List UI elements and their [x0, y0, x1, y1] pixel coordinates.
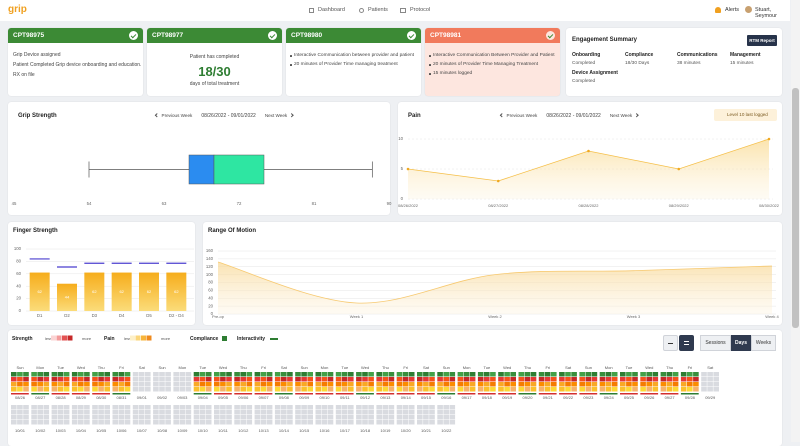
engagement-card: Engagement Summary RTM Report Onboarding… [566, 28, 782, 96]
date-range: 08/26/2022 - 09/01/2022 [201, 113, 256, 119]
prev-week[interactable]: Previous Week [506, 113, 538, 118]
card-header: CPT98980 [286, 28, 421, 43]
bullet: 20 minutes of Provider Time managing tre… [290, 62, 398, 67]
header: grip Dashboard Patients Protocol Alerts … [0, 0, 790, 21]
cpt-code: CPT98980 [291, 32, 323, 39]
grip-card: Grip Strength Previous Week 08/26/2022 - … [8, 102, 390, 215]
view-button[interactable]: Sessions [700, 335, 731, 351]
summary-label: Device Assignment [572, 70, 618, 76]
legend-more: more [82, 336, 92, 341]
cpt-card: CPT98981 Interactive Communication Betwe… [425, 28, 560, 96]
legend-title: Compliance [190, 336, 219, 342]
logo[interactable]: grip [8, 4, 27, 15]
legend-less: less [45, 336, 53, 341]
icon [400, 8, 406, 13]
summary-value: 15 minutes [730, 61, 754, 66]
card-title: Engagement Summary [572, 37, 638, 43]
nav-link[interactable]: Patients [368, 7, 388, 13]
status-icon [546, 31, 555, 40]
check-icon [268, 31, 277, 40]
user-name[interactable]: Stuart, Seymour [755, 7, 778, 19]
bell-icon [715, 7, 721, 13]
scrollbar[interactable] [791, 0, 800, 442]
cpt-code: CPT98975 [13, 32, 45, 39]
bullet: 15 minutes logged [428, 71, 473, 76]
summary-label: Communications [677, 52, 718, 58]
card-line: Patient Completed Grip device onboarding… [13, 62, 142, 68]
nav-link[interactable]: Dashboard [318, 7, 345, 13]
date-range: 08/26/2022 - 09/01/2022 [546, 113, 601, 119]
legend-title: Pain [104, 336, 115, 342]
pain-card: Pain Previous Week 08/26/2022 - 09/01/202… [398, 102, 782, 215]
card-title: Finger Strength [13, 228, 58, 234]
avatar [745, 6, 752, 13]
bullet: 20 minutes of Provider Time Managing Tre… [428, 62, 539, 67]
summary-value: 18/30 Days [625, 61, 650, 66]
icon [359, 8, 364, 13]
summary-value: Completed [572, 79, 596, 84]
week-nav: Previous Week 08/26/2022 - 09/01/2022 Next… [153, 113, 296, 119]
card-header: CPT98975 [8, 28, 143, 43]
bullet: Interactive Communication Between Provid… [429, 53, 555, 58]
rtm-report-button[interactable]: RTM Report [747, 35, 777, 46]
card-line: days of total treatment [189, 81, 240, 87]
summary-label: Onboarding [572, 52, 601, 58]
card-line: Patient has completed [189, 54, 240, 60]
summary-label: Compliance [625, 52, 654, 58]
check-icon [407, 31, 416, 40]
next-week[interactable]: Next Week [264, 113, 288, 118]
list-button[interactable] [679, 335, 694, 351]
big-number: 18/30 [198, 64, 231, 79]
check-icon [129, 31, 138, 40]
cpt-code: CPT98981 [430, 32, 462, 39]
finger-card: Finger Strength [8, 222, 195, 325]
last-logged-badge: Level 10 last logged [714, 109, 777, 121]
legend-more: more [161, 336, 171, 341]
interactivity-swatch [270, 338, 278, 340]
next-week[interactable]: Next Week [609, 113, 633, 118]
legend-title: Strength [12, 336, 33, 342]
cpt-card: CPT98977 Patient has completed 18/30 day… [147, 28, 282, 96]
nav-link[interactable]: Protocol [410, 7, 431, 13]
legend-title: Interactivity [237, 336, 266, 342]
card-title: Range Of Motion [208, 228, 256, 234]
card-header: CPT98981 [425, 28, 560, 43]
cpt-card: CPT98980 Interactive Communication betwe… [286, 28, 421, 96]
scroll-thumb[interactable] [792, 88, 799, 328]
view-button[interactable]: Days [731, 335, 751, 351]
card-title: Grip Strength [18, 113, 57, 119]
cpt-card: CPT98975 Grip Device assigned Patient Co… [8, 28, 143, 96]
bullet: Interactive Communication between provid… [290, 53, 414, 58]
card-line: RX on file [13, 72, 35, 78]
icon [309, 8, 314, 13]
compliance-swatch [222, 336, 227, 341]
collapse-button[interactable] [663, 335, 678, 351]
alerts[interactable]: Alerts [725, 7, 740, 13]
card-header: CPT98977 [147, 28, 282, 43]
card-line: Grip Device assigned [13, 52, 61, 58]
summary-label: Management [730, 52, 761, 58]
summary-value: Completed [572, 61, 596, 66]
cpt-code: CPT98977 [152, 32, 184, 39]
week-nav: Previous Week 08/26/2022 - 09/01/2022 Next… [498, 113, 641, 119]
prev-week[interactable]: Previous Week [161, 113, 193, 118]
summary-value: 38 minutes [677, 61, 701, 66]
card-title: Pain [408, 113, 421, 119]
view-button[interactable]: Weeks [751, 335, 776, 351]
rom-card: Range Of Motion [203, 222, 782, 325]
legend-less: less [124, 336, 132, 341]
